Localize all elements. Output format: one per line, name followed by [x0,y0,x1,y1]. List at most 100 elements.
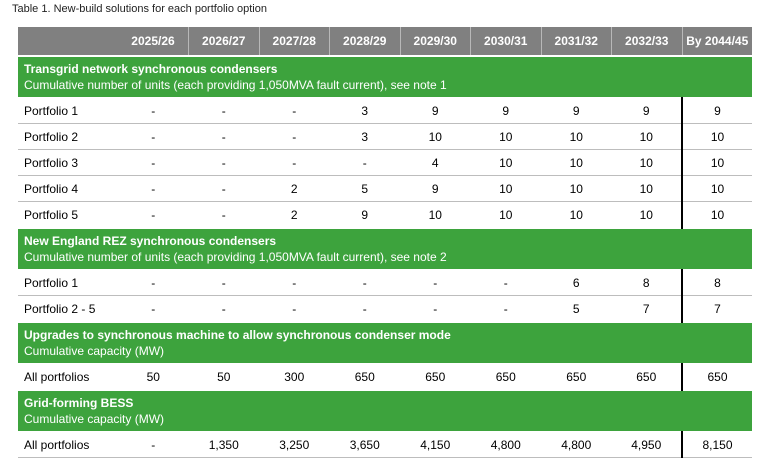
table-cell: - [188,123,259,150]
table-cell: 50 [118,363,189,391]
table-cell: 7 [681,295,752,323]
table-cell: - [259,97,330,124]
table-cell: 10 [400,201,471,229]
table-caption: Table 1. New-build solutions for each po… [12,3,267,15]
table-cell: - [188,201,259,229]
table-cell: - [118,123,189,150]
section-title: Upgrades to synchronous machine to allow… [24,328,451,342]
column-header: 2029/30 [400,27,471,56]
table-cell: - [470,269,541,296]
table-cell: 5 [329,175,400,202]
table-cell: 9 [400,97,471,124]
table-cell: 8 [611,269,682,296]
table-cell: 10 [541,149,612,176]
table-cell: - [118,97,189,124]
table-cell: 4,950 [611,431,682,458]
table-cell: 4 [400,149,471,176]
table-cell: 9 [470,97,541,124]
portfolio-table: 2025/26 2026/27 2027/28 2028/29 2029/30 2030/… [18,27,752,458]
table-cell: 10 [681,175,752,202]
table-cell: 4,150 [400,431,471,458]
table-cell: - [188,295,259,323]
table-cell: 650 [400,363,471,391]
table-cell: 10 [470,201,541,229]
table-cell: - [118,295,189,323]
section-header-cell: Transgrid network synchronous condensers… [18,55,752,98]
table-cell: 10 [611,149,682,176]
section-subtitle: Cumulative number of units (each providi… [24,250,447,264]
table-row: Portfolio 3- - - -4 10 10 10 10 [18,149,752,176]
section-subtitle: Cumulative capacity (MW) [24,344,165,358]
row-label: Portfolio 1 [18,97,118,124]
table-cell: - [259,295,330,323]
table-cell: - [118,431,189,458]
table-cell: 650 [329,363,400,391]
table-cell: 9 [329,201,400,229]
table-cell: - [329,149,400,176]
column-header: 2032/33 [611,27,683,56]
table-cell: 9 [681,97,752,124]
section-header-cell: New England REZ synchronous condensers Cu… [18,227,752,270]
table-cell: 650 [681,363,752,391]
table-cell: 3,250 [259,431,330,458]
table-cell: 8,150 [681,431,752,458]
table-row: All portfolios 50 50 300 650 650 650 650 650 650 [18,363,752,391]
table-cell: 10 [470,149,541,176]
section-header-row: Upgrades to synchronous machine to allow… [18,321,752,364]
section-header-row: New England REZ synchronous condensers Cu… [18,227,752,270]
row-label: Portfolio 2 [18,123,118,150]
table-cell: 3 [329,123,400,150]
table-cell: - [470,295,541,323]
column-header: 2028/29 [329,27,401,56]
table-cell: 1,350 [188,431,259,458]
table-cell: 650 [470,363,541,391]
table-body: Transgrid network synchronous condensers… [18,55,752,458]
table-cell: - [188,97,259,124]
section-title: Grid-forming BESS [24,396,134,410]
section-header-row: Grid-forming BESS Cumulative capacity (MW… [18,389,752,432]
table-cell: 10 [611,175,682,202]
table-cell: 10 [400,123,471,150]
table-row: Portfolio 4- -2 5 9 10 10 10 10 [18,175,752,202]
table-row: All portfolios -1,350 3,250 3,650 4,150 4,800… [18,431,752,458]
table-cell: 5 [541,295,612,323]
table-cell: 10 [541,201,612,229]
table-cell: 10 [541,123,612,150]
table-cell: 9 [541,97,612,124]
row-label: Portfolio 5 [18,201,118,229]
column-header: 2031/32 [541,27,612,56]
table-cell: 3 [329,97,400,124]
section-subtitle: Cumulative number of units (each providi… [24,78,447,92]
section-header-cell: Upgrades to synchronous machine to allow… [18,321,752,364]
table-cell: 10 [611,201,682,229]
section-header-row: Transgrid network synchronous condensers… [18,55,752,98]
column-header: By 2044/45 [682,27,752,56]
row-label: Portfolio 2 - 5 [18,295,118,323]
table-cell: 650 [541,363,612,391]
column-header: 2025/26 [118,27,189,56]
header-row: 2025/26 2026/27 2027/28 2028/29 2029/30 2030/… [18,27,752,56]
table-cell: 10 [470,175,541,202]
table-cell: 4,800 [470,431,541,458]
table-cell: 10 [681,149,752,176]
table-cell: - [188,269,259,296]
row-label: Portfolio 3 [18,149,118,176]
table-cell: 2 [259,175,330,202]
table-row: Portfolio 5- -2 9 10 10 10 10 10 [18,201,752,229]
table-cell: - [118,269,189,296]
header-blank-cell [18,27,118,56]
row-label: Portfolio 4 [18,175,118,202]
table-row: Portfolio 2- - -3 10 10 10 10 10 [18,123,752,150]
table-cell: 50 [188,363,259,391]
table-cell: 9 [611,97,682,124]
table-cell: 10 [541,175,612,202]
table-cell: - [118,201,189,229]
table-cell: 3,650 [329,431,400,458]
table-cell: 6 [541,269,612,296]
table-cell: 2 [259,201,330,229]
table-cell: - [329,295,400,323]
row-label: Portfolio 1 [18,269,118,296]
table-cell: - [118,175,189,202]
table-cell: - [329,269,400,296]
